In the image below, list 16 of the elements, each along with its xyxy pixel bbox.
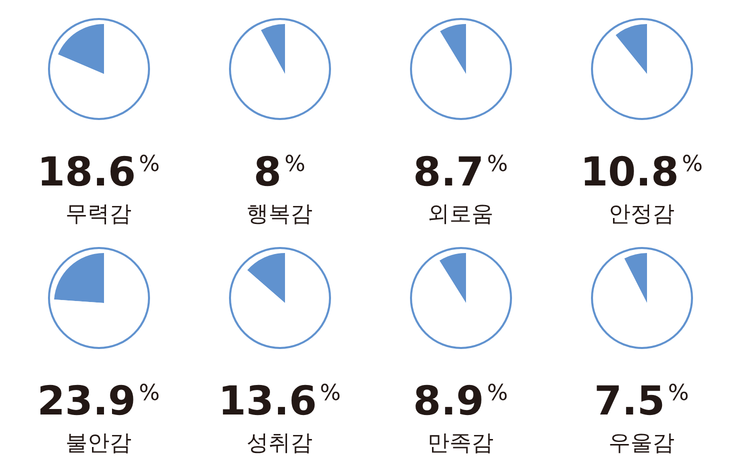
text: 10.8$^{%}$ — [580, 148, 703, 196]
text: 8.7$^{%}$ — [413, 148, 508, 196]
text: 23.9$^{%}$ — [37, 377, 160, 424]
text: 우울감 — [608, 430, 674, 458]
text: 불안감 — [66, 430, 132, 458]
text: 만족감 — [428, 430, 494, 458]
text: 무력감 — [66, 201, 132, 230]
text: 18.6$^{%}$ — [37, 148, 160, 196]
text: 8$^{%}$ — [254, 148, 306, 196]
text: 8.9$^{%}$ — [413, 377, 508, 424]
text: 성취감 — [246, 430, 312, 458]
text: 외로움 — [428, 201, 494, 230]
text: 안정감 — [608, 201, 674, 230]
text: 13.6$^{%}$ — [218, 377, 341, 424]
text: 7.5$^{%}$ — [594, 377, 689, 424]
text: 행복감 — [246, 201, 312, 230]
